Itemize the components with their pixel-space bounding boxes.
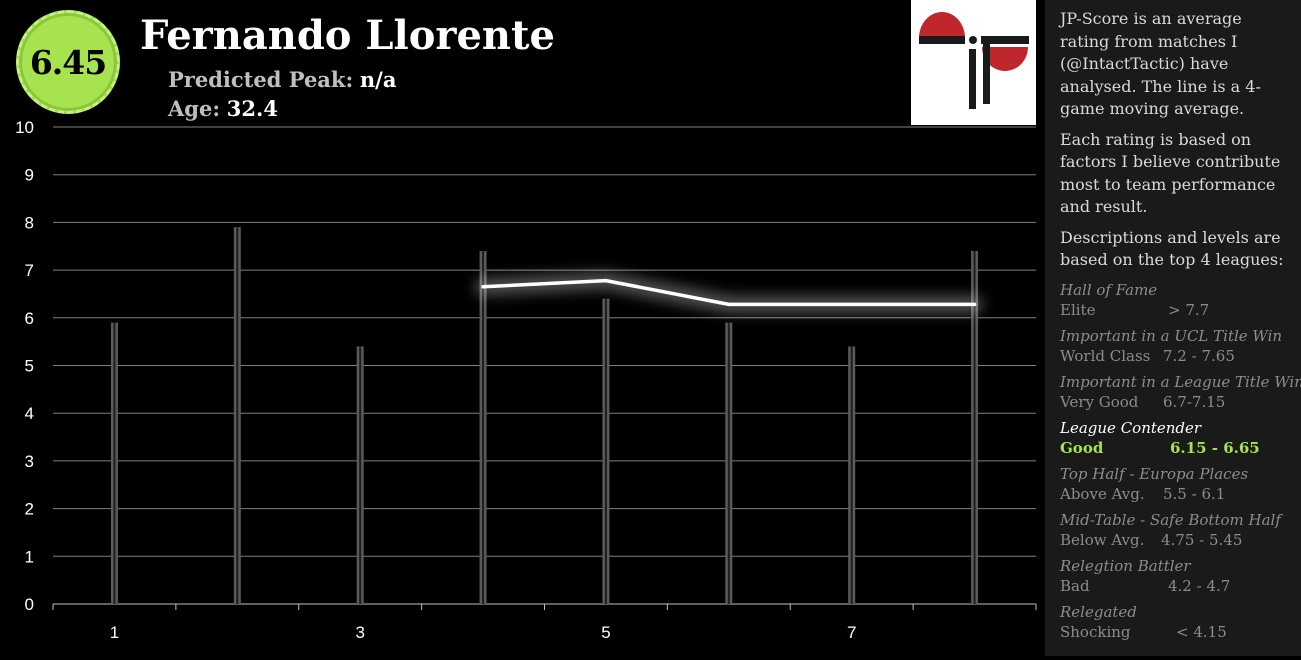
tier-level: Good xyxy=(1060,438,1104,457)
age: Age: 32.4 xyxy=(168,96,278,121)
tier-item: League Contender Good 6.15 - 6.65 xyxy=(1060,418,1301,458)
moving-average-line xyxy=(481,278,977,307)
y-tick-label: 7 xyxy=(25,261,34,280)
tier-row: Shocking < 4.15 xyxy=(1060,622,1301,642)
sidebar-levels-intro: Descriptions and levels are based on the… xyxy=(1060,227,1284,270)
tier-description: Important in a UCL Title Win xyxy=(1060,326,1283,345)
tier-description: Mid-Table - Safe Bottom Half xyxy=(1060,510,1281,529)
x-tick-label: 1 xyxy=(110,623,119,642)
predicted-peak-value: n/a xyxy=(359,67,397,92)
tier-level: Above Avg. xyxy=(1060,484,1145,503)
x-tick-label: 5 xyxy=(601,623,610,642)
predicted-peak-label: Predicted Peak: xyxy=(168,67,354,92)
sidebar: JP-Score is an average rating from match… xyxy=(1045,0,1301,656)
tier-list: Hall of Fame Elite > 7.7 Important in a UCL… xyxy=(1060,280,1301,642)
tier-item: Important in a UCL Title Win World Class 7… xyxy=(1060,326,1301,366)
tier-row: Good 6.15 - 6.65 xyxy=(1060,438,1301,458)
jp-logo xyxy=(911,0,1036,125)
tier-item: Mid-Table - Safe Bottom Half Below Avg. 4.… xyxy=(1060,510,1301,550)
tier-level: Below Avg. xyxy=(1060,530,1145,549)
tier-level: Very Good xyxy=(1060,392,1139,411)
y-tick-label: 1 xyxy=(25,547,34,566)
tier-row: Elite > 7.7 xyxy=(1060,300,1301,320)
y-tick-label: 6 xyxy=(25,309,34,328)
tier-description: League Contender xyxy=(1060,418,1202,437)
tier-level: Shocking xyxy=(1060,622,1131,641)
score-value: 6.45 xyxy=(29,42,107,82)
age-label: Age: xyxy=(168,96,221,121)
rating-bar-inner xyxy=(727,322,730,604)
player-name: Fernando Llorente xyxy=(140,12,555,59)
x-tick-label: 7 xyxy=(847,623,856,642)
y-tick-label: 9 xyxy=(25,166,34,185)
jp-logo-icon xyxy=(919,12,1029,109)
sidebar-intro: JP-Score is an average rating from match… xyxy=(1060,9,1261,118)
rating-bar-inner xyxy=(604,298,607,604)
y-tick-label: 0 xyxy=(25,595,34,614)
tier-level: Bad xyxy=(1060,576,1090,595)
tier-item: Relegated Shocking < 4.15 xyxy=(1060,602,1301,642)
y-tick-label: 3 xyxy=(25,452,34,471)
rating-bar-inner xyxy=(482,251,485,604)
tier-level: World Class xyxy=(1060,346,1151,365)
tier-item: Hall of Fame Elite > 7.7 xyxy=(1060,280,1301,320)
tier-range: < 4.15 xyxy=(1176,622,1227,641)
tier-range: 6.7-7.15 xyxy=(1163,392,1226,411)
tier-range: 5.5 - 6.1 xyxy=(1163,484,1226,503)
tier-description: Important in a League Title Win xyxy=(1060,372,1301,391)
y-tick-label: 4 xyxy=(25,404,34,423)
tier-range: > 7.7 xyxy=(1168,300,1210,319)
tier-item: Top Half - Europa Places Above Avg. 5.5 - … xyxy=(1060,464,1301,504)
rating-chart-svg: 0 1 2 3 4 5 6 7 8 9 10 1 3 5 7 xyxy=(15,118,1037,642)
y-tick-label: 10 xyxy=(15,118,34,137)
age-value: 32.4 xyxy=(226,96,278,121)
rating-bar-inner xyxy=(850,346,853,604)
tier-description: Relegated xyxy=(1060,602,1137,621)
tier-row: Below Avg. 4.75 - 5.45 xyxy=(1060,530,1301,550)
predicted-peak: Predicted Peak: n/a xyxy=(168,67,396,92)
tier-level: Elite xyxy=(1060,300,1096,319)
tier-description: Relegtion Battler xyxy=(1060,556,1191,575)
tier-row: Bad 4.2 - 4.7 xyxy=(1060,576,1301,596)
rating-bar-inner xyxy=(359,346,362,604)
tier-description: Top Half - Europa Places xyxy=(1060,464,1249,483)
rating-bar-inner xyxy=(236,227,239,605)
tier-row: Above Avg. 5.5 - 6.1 xyxy=(1060,484,1301,504)
tier-range: 7.2 - 7.65 xyxy=(1163,346,1235,365)
y-tick-label: 5 xyxy=(25,357,34,376)
tier-item: Relegtion Battler Bad 4.2 - 4.7 xyxy=(1060,556,1301,596)
y-tick-label: 2 xyxy=(25,500,34,519)
x-tick-label: 3 xyxy=(355,623,364,642)
y-tick-label: 8 xyxy=(25,213,34,232)
rating-bar-inner xyxy=(113,322,116,604)
score-badge: 6.45 xyxy=(16,10,120,114)
tier-range: 6.15 - 6.65 xyxy=(1170,438,1260,457)
sidebar-basis: Each rating is based on factors I believ… xyxy=(1060,129,1281,217)
tier-range: 4.75 - 5.45 xyxy=(1161,530,1243,549)
tier-description: Hall of Fame xyxy=(1060,280,1158,299)
tier-item: Important in a League Title Win Very Good… xyxy=(1060,372,1301,412)
tier-row: World Class 7.2 - 7.65 xyxy=(1060,346,1301,366)
rating-chart: 0 1 2 3 4 5 6 7 8 9 10 1 3 5 7 xyxy=(0,115,1045,656)
tier-row: Very Good 6.7-7.15 xyxy=(1060,392,1301,412)
tier-range: 4.2 - 4.7 xyxy=(1168,576,1231,595)
rating-bar-inner xyxy=(973,251,976,604)
